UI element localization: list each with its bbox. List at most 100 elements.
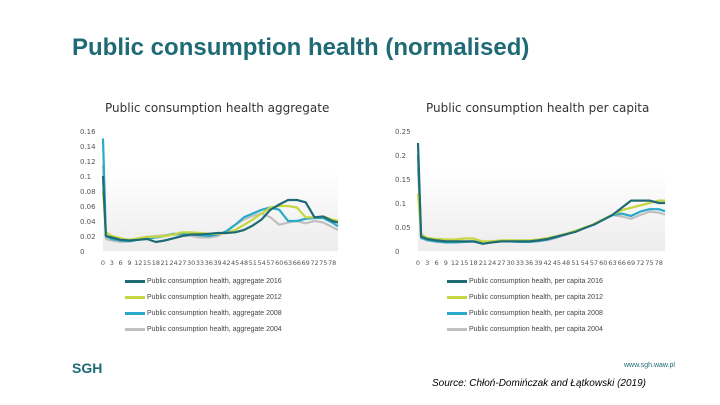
y-tick-label: 0.1 xyxy=(395,200,406,208)
y-tick-label: 0.15 xyxy=(395,176,411,184)
x-tick-label: 24 xyxy=(488,259,496,267)
legend-label: Public consumption health, aggregate 201… xyxy=(147,277,282,285)
x-tick-label: 72 xyxy=(310,259,318,267)
x-tick-label: 63 xyxy=(284,259,292,267)
x-tick-label: 45 xyxy=(553,259,561,267)
x-tick-label: 63 xyxy=(608,259,616,267)
legend-swatch xyxy=(447,327,467,331)
x-tick-label: 33 xyxy=(196,259,204,267)
chart-title-per-capita: Public consumption health per capita xyxy=(426,101,650,115)
x-tick-label: 54 xyxy=(581,259,589,267)
website-link[interactable]: www.sgh.waw.pl xyxy=(624,362,675,369)
chart-title-aggregate: Public consumption health aggregate xyxy=(105,101,330,115)
x-tick-label: 42 xyxy=(544,259,552,267)
x-tick-label: 57 xyxy=(590,259,598,267)
legend-swatch xyxy=(125,311,145,315)
y-tick-label: 0.25 xyxy=(395,128,411,136)
y-tick-label: 0.08 xyxy=(80,188,96,196)
x-tick-label: 57 xyxy=(266,259,274,267)
x-tick-label: 12 xyxy=(451,259,459,267)
x-tick-label: 9 xyxy=(127,259,131,267)
plot-background xyxy=(418,171,665,251)
y-tick-label: 0.06 xyxy=(80,203,96,211)
y-tick-label: 0.05 xyxy=(395,224,411,232)
legend-label: Public consumption health, per capita 20… xyxy=(469,325,603,333)
x-tick-label: 15 xyxy=(143,259,151,267)
x-tick-label: 18 xyxy=(469,259,477,267)
legend-item: Public consumption health, per capita 20… xyxy=(447,324,603,334)
x-tick-label: 54 xyxy=(257,259,265,267)
x-tick-label: 36 xyxy=(205,259,213,267)
y-tick-label: 0.04 xyxy=(80,218,96,226)
x-tick-label: 21 xyxy=(479,259,487,267)
legend-item: Public consumption health, aggregate 201… xyxy=(125,292,282,302)
legend-label: Public consumption health, aggregate 201… xyxy=(147,293,282,301)
y-tick-label: 0.12 xyxy=(80,158,96,166)
legend-swatch xyxy=(447,295,467,299)
x-tick-label: 39 xyxy=(213,259,221,267)
x-tick-label: 69 xyxy=(302,259,310,267)
legend-label: Public consumption health, per capita 20… xyxy=(469,277,603,285)
y-tick-label: 0.1 xyxy=(80,173,91,181)
x-tick-label: 0 xyxy=(416,259,420,267)
sgh-logo: SGH xyxy=(72,360,103,376)
legend-item: Public consumption health, per capita 20… xyxy=(447,308,603,318)
legend-label: Public consumption health, aggregate 200… xyxy=(147,325,282,333)
x-tick-label: 48 xyxy=(240,259,248,267)
x-tick-label: 27 xyxy=(178,259,186,267)
x-tick-label: 60 xyxy=(275,259,283,267)
x-tick-label: 6 xyxy=(119,259,123,267)
x-tick-label: 27 xyxy=(497,259,505,267)
series-line xyxy=(416,142,665,245)
x-tick-label: 24 xyxy=(169,259,177,267)
x-tick-label: 12 xyxy=(134,259,142,267)
y-tick-label: 0 xyxy=(395,248,399,256)
slide-title: Public consumption health (normalised) xyxy=(72,34,530,61)
x-tick-label: 6 xyxy=(434,259,438,267)
x-tick-label: 69 xyxy=(627,259,635,267)
x-tick-label: 78 xyxy=(655,259,663,267)
x-tick-label: 39 xyxy=(534,259,542,267)
x-tick-label: 33 xyxy=(516,259,524,267)
legend-item: Public consumption health, aggregate 200… xyxy=(125,324,282,334)
x-tick-label: 66 xyxy=(293,259,301,267)
x-tick-label: 21 xyxy=(161,259,169,267)
x-tick-label: 60 xyxy=(599,259,607,267)
legend-swatch xyxy=(125,279,145,283)
x-tick-label: 30 xyxy=(187,259,195,267)
legend-label: Public consumption health, per capita 20… xyxy=(469,293,603,301)
legend-item: Public consumption health, per capita 20… xyxy=(447,276,603,286)
y-tick-label: 0.14 xyxy=(80,143,96,151)
x-tick-label: 75 xyxy=(319,259,327,267)
x-tick-label: 75 xyxy=(645,259,653,267)
x-tick-label: 42 xyxy=(222,259,230,267)
y-tick-label: 0.02 xyxy=(80,233,96,241)
x-tick-label: 66 xyxy=(618,259,626,267)
x-tick-label: 51 xyxy=(571,259,579,267)
source-note: Source: Chłoń-Domińczak and Łątkowski (2… xyxy=(432,378,646,389)
x-tick-label: 18 xyxy=(152,259,160,267)
x-tick-label: 48 xyxy=(562,259,570,267)
x-tick-label: 78 xyxy=(328,259,336,267)
x-tick-label: 3 xyxy=(425,259,429,267)
x-tick-label: 36 xyxy=(525,259,533,267)
y-tick-label: 0.2 xyxy=(395,152,406,160)
x-tick-label: 45 xyxy=(231,259,239,267)
series-line xyxy=(101,175,339,244)
legend-swatch xyxy=(447,279,467,283)
legend-item: Public consumption health, per capita 20… xyxy=(447,292,603,302)
x-tick-label: 51 xyxy=(249,259,257,267)
y-tick-label: 0 xyxy=(80,248,84,256)
y-tick-label: 0.16 xyxy=(80,128,96,136)
legend-swatch xyxy=(447,311,467,315)
legend-item: Public consumption health, aggregate 201… xyxy=(125,276,282,286)
legend-swatch xyxy=(125,327,145,331)
legend-item: Public consumption health, aggregate 200… xyxy=(125,308,282,318)
x-tick-label: 3 xyxy=(110,259,114,267)
x-tick-label: 72 xyxy=(636,259,644,267)
legend-swatch xyxy=(125,295,145,299)
legend-label: Public consumption health, aggregate 200… xyxy=(147,309,282,317)
legend-label: Public consumption health, per capita 20… xyxy=(469,309,603,317)
x-tick-label: 9 xyxy=(444,259,448,267)
